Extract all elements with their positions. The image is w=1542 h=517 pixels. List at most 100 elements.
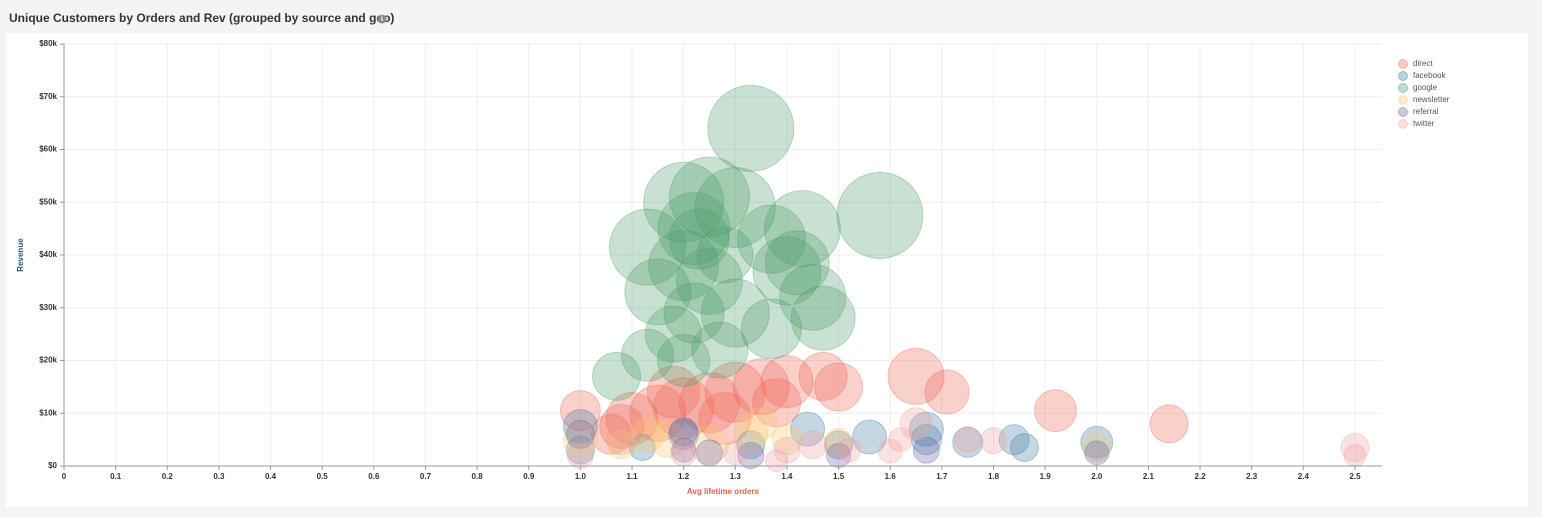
bubble — [630, 416, 666, 452]
x-tick-label: 1.3 — [730, 472, 742, 481]
x-tick-label: 1.0 — [575, 472, 587, 481]
bubble — [669, 417, 699, 447]
bubble — [826, 442, 852, 468]
bubble — [736, 430, 766, 460]
bubble — [707, 84, 795, 172]
bubble — [606, 424, 638, 456]
bubble — [760, 355, 814, 409]
legend-label: google — [1413, 83, 1438, 92]
bubble — [771, 424, 803, 456]
bubble — [695, 439, 723, 467]
bubble — [798, 351, 848, 401]
bubble — [607, 430, 637, 460]
bubble — [649, 421, 687, 459]
bubble — [798, 430, 828, 460]
bubble — [888, 427, 914, 453]
x-tick-label: 0.5 — [317, 472, 329, 481]
bubble — [562, 408, 598, 444]
bubble — [646, 365, 700, 419]
x-tick-label: 0.1 — [110, 472, 122, 481]
bubble — [671, 437, 697, 463]
y-tick-label: $30k — [39, 303, 57, 312]
legend-swatch — [1398, 95, 1408, 105]
x-tick-label: 2.3 — [1246, 472, 1258, 481]
bubble — [824, 430, 854, 460]
bubble — [912, 436, 940, 464]
bubble — [562, 422, 598, 458]
y-tick-label: $70k — [39, 92, 57, 101]
bubble — [592, 351, 642, 401]
bubble — [657, 192, 731, 266]
bubble — [668, 418, 700, 450]
y-tick-label: $20k — [39, 356, 57, 365]
bubble — [621, 328, 675, 382]
bubble — [670, 439, 698, 467]
y-tick-label: $80k — [39, 39, 57, 48]
x-tick-label: 0.7 — [420, 472, 432, 481]
x-tick-label: 0.4 — [265, 472, 277, 481]
y-tick-label: $40k — [39, 250, 57, 259]
bubble — [694, 167, 776, 249]
bubble — [1084, 440, 1110, 466]
legend-label: twitter — [1413, 119, 1435, 128]
bubble — [700, 278, 770, 348]
bubble — [752, 236, 822, 306]
legend-label: direct — [1413, 59, 1433, 68]
bubble — [924, 369, 970, 415]
bubble — [733, 416, 769, 452]
bubble — [790, 285, 856, 351]
bubble — [779, 263, 847, 331]
x-tick-label: 2.4 — [1298, 472, 1310, 481]
bubble — [624, 258, 692, 326]
bubble — [628, 434, 656, 462]
bubble — [609, 208, 687, 286]
info-icon[interactable] — [377, 14, 387, 24]
bubble — [1340, 433, 1370, 463]
bubble — [899, 407, 933, 441]
x-tick-label: 1.9 — [1040, 472, 1052, 481]
x-tick-label: 1.6 — [885, 472, 897, 481]
bubble — [764, 230, 830, 296]
legend-swatch — [1398, 107, 1408, 117]
x-tick-label: 0.2 — [162, 472, 174, 481]
bubble — [599, 403, 645, 449]
x-tick-label: 1.4 — [781, 472, 793, 481]
y-tick-label: $60k — [39, 145, 57, 154]
bubble — [704, 361, 766, 423]
bubble — [814, 362, 864, 412]
x-tick-label: 2.5 — [1349, 472, 1361, 481]
legend-swatch — [1398, 59, 1408, 69]
legend: direct facebook google newsletter referral tw… — [1398, 59, 1450, 129]
x-tick-label: 0.9 — [523, 472, 535, 481]
bubble — [668, 208, 730, 270]
bubble — [722, 440, 748, 466]
bubble — [648, 230, 720, 302]
bubble — [1009, 433, 1039, 463]
legend-swatch — [1398, 119, 1408, 129]
bubble — [954, 426, 982, 454]
x-tick-label: 1.8 — [988, 472, 1000, 481]
x-tick-label: 2.0 — [1091, 472, 1103, 481]
x-tick-label: 0.6 — [368, 472, 380, 481]
bubble — [1080, 425, 1114, 459]
bubble — [773, 436, 801, 464]
bubble — [1343, 443, 1367, 467]
bubble — [836, 171, 924, 259]
legend-swatch — [1398, 71, 1408, 81]
legend-label: referral — [1413, 107, 1439, 116]
bubble — [752, 378, 802, 428]
bubble — [1149, 404, 1189, 444]
bubble — [663, 282, 725, 344]
x-tick-label: 1.2 — [678, 472, 690, 481]
x-tick-label: 0.3 — [213, 472, 225, 481]
bubble — [732, 358, 790, 416]
bubble — [836, 437, 862, 463]
bubble — [737, 441, 765, 469]
bubble — [736, 204, 806, 274]
x-tick-label: 2.1 — [1143, 472, 1155, 481]
x-tick-label: 2.2 — [1195, 472, 1207, 481]
bubble — [910, 424, 942, 456]
legend-label: newsletter — [1413, 95, 1450, 104]
bubble — [887, 347, 945, 405]
